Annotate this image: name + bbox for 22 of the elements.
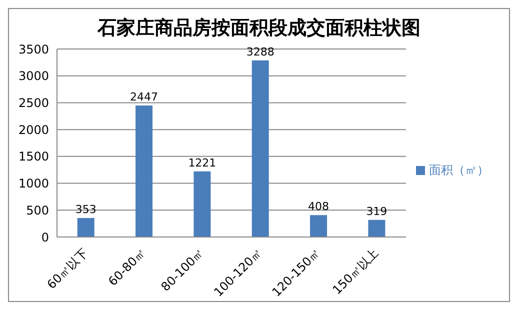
bar [194, 171, 211, 237]
y-tick-label: 2500 [18, 96, 49, 110]
legend-label: 面积（㎡） [429, 162, 489, 176]
y-tick-label: 500 [26, 203, 49, 218]
data-label: 2447 [130, 90, 158, 104]
data-label: 408 [308, 200, 330, 214]
data-label: 1221 [188, 156, 216, 170]
y-tick-label: 1000 [18, 176, 49, 191]
y-tick-label: 2000 [18, 122, 49, 137]
bar [252, 60, 269, 237]
y-tick-label: 0 [41, 230, 49, 244]
y-tick-label: 3500 [18, 42, 49, 56]
bar [136, 106, 153, 237]
data-label: 319 [366, 204, 388, 218]
bar [368, 220, 386, 237]
bar [77, 218, 94, 237]
data-label: 353 [75, 203, 96, 216]
chart-title: 石家庄商品房按面积段成交面积柱状图 [96, 16, 422, 41]
data-label: 3288 [246, 45, 274, 58]
bar [310, 215, 328, 237]
y-tick-label: 3000 [18, 69, 49, 84]
y-tick-label: 1500 [18, 150, 49, 164]
